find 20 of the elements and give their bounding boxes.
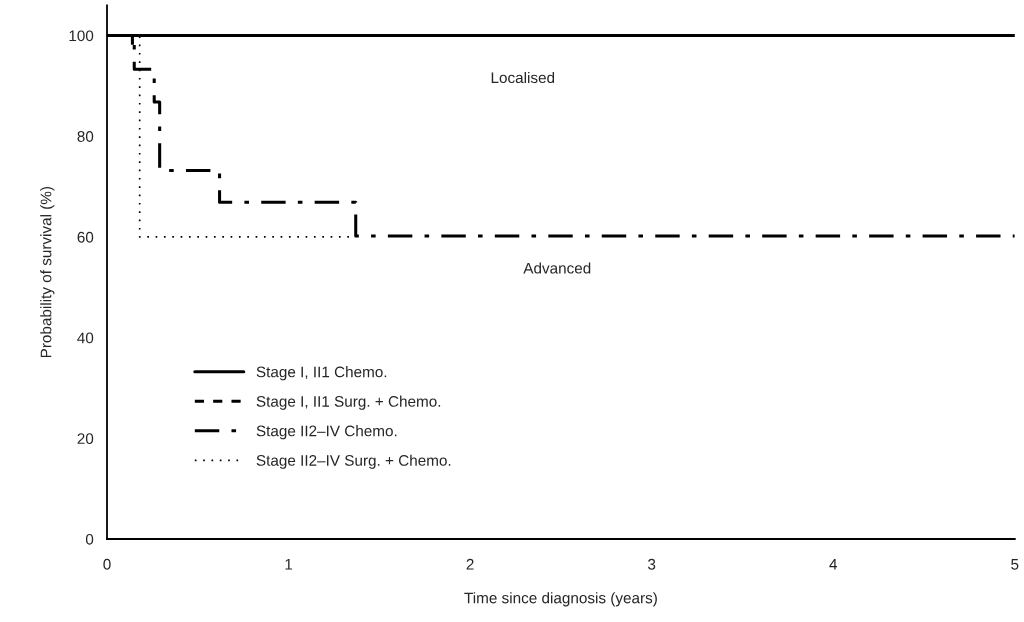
x-axis-title: Time since diagnosis (years) xyxy=(464,592,657,607)
legend-label: Stage I, II1 Surg. + Chemo. xyxy=(256,395,441,410)
x-tick-label: 1 xyxy=(285,559,293,570)
legend-label: Stage I, II1 Chemo. xyxy=(256,366,387,381)
annotation: Localised xyxy=(491,71,555,84)
y-tick-label: 100 xyxy=(69,30,94,42)
x-tick-label: 4 xyxy=(829,559,838,570)
y-tick-label: 0 xyxy=(85,533,94,545)
annotation: Advanced xyxy=(523,262,591,274)
x-tick-label: 0 xyxy=(103,558,111,570)
x-tick-label: 5 xyxy=(1011,559,1019,570)
y-tick-label: 80 xyxy=(77,131,94,142)
legend-label: Stage II2–IV Chemo. xyxy=(256,425,397,440)
y-tick-label: 20 xyxy=(77,433,94,445)
x-tick-label: 2 xyxy=(466,558,474,570)
x-tick-label: 3 xyxy=(648,558,656,570)
y-tick-label: 60 xyxy=(77,231,94,243)
y-tick-label: 40 xyxy=(77,332,94,344)
legend-label: Stage II2–IV Surg. + Chemo. xyxy=(256,454,451,469)
y-axis-title: Probability of survival (%) xyxy=(40,186,55,358)
